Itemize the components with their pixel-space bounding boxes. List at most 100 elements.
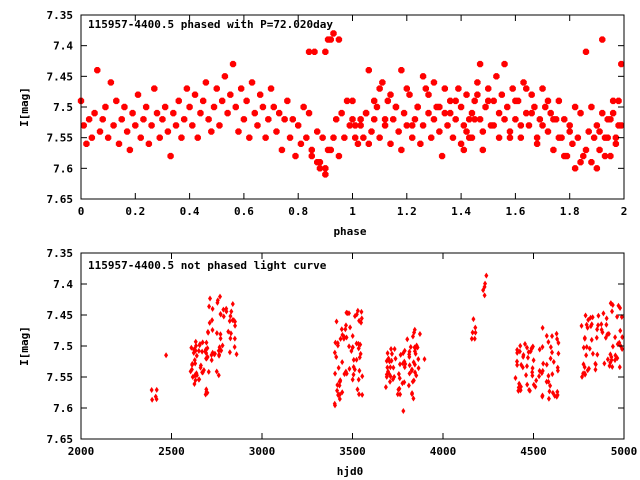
data-point xyxy=(355,386,360,393)
data-point xyxy=(523,109,530,117)
data-point xyxy=(419,122,427,129)
data-point xyxy=(540,344,545,351)
data-point xyxy=(150,396,155,403)
data-point xyxy=(104,134,112,141)
data-point xyxy=(407,370,412,377)
data-point xyxy=(413,350,418,357)
data-point xyxy=(389,350,394,357)
data-point xyxy=(506,128,514,135)
x-tick-label: 1.6 xyxy=(505,205,525,218)
data-point xyxy=(194,352,199,359)
data-point xyxy=(479,146,487,154)
data-point xyxy=(512,97,519,105)
data-point xyxy=(599,321,604,328)
data-point xyxy=(610,343,615,350)
data-point xyxy=(224,305,229,312)
data-point xyxy=(452,97,459,105)
data-point xyxy=(262,134,269,141)
data-point xyxy=(167,152,174,160)
data-point xyxy=(554,330,559,337)
data-point xyxy=(359,315,364,322)
data-point xyxy=(206,329,211,336)
data-point xyxy=(339,326,344,333)
data-point xyxy=(531,357,536,364)
data-point xyxy=(540,367,545,374)
data-point xyxy=(273,128,280,135)
data-point xyxy=(383,384,388,391)
chart-title: 115957-4400.5 not phased light curve xyxy=(88,259,327,272)
x-tick-label: 0 xyxy=(78,205,85,218)
data-point xyxy=(387,91,394,98)
data-point xyxy=(203,391,208,398)
data-point xyxy=(441,85,449,92)
data-point xyxy=(407,351,412,358)
data-point xyxy=(530,369,535,376)
data-point xyxy=(227,349,232,356)
data-point xyxy=(137,134,144,141)
data-point xyxy=(619,314,624,321)
data-point xyxy=(340,359,345,366)
data-point xyxy=(595,351,600,358)
y-axis-label: I[mag] xyxy=(18,87,31,127)
data-point xyxy=(228,335,233,342)
data-point xyxy=(599,109,606,117)
data-point xyxy=(402,358,407,365)
data-point xyxy=(490,97,497,105)
data-point xyxy=(609,353,614,360)
data-point xyxy=(207,303,212,310)
data-point xyxy=(590,350,595,357)
data-point xyxy=(584,344,589,351)
data-point xyxy=(196,347,201,354)
data-point xyxy=(436,128,443,135)
data-point xyxy=(343,97,351,105)
data-point xyxy=(202,79,210,86)
data-point xyxy=(537,346,542,353)
data-point xyxy=(550,389,555,396)
data-point xyxy=(229,308,234,315)
data-point xyxy=(476,116,484,123)
data-point xyxy=(525,122,533,129)
data-point xyxy=(585,367,590,374)
data-point xyxy=(397,385,402,392)
data-point xyxy=(392,345,397,352)
data-point xyxy=(520,79,527,86)
data-point xyxy=(419,73,427,80)
data-point xyxy=(402,364,407,371)
data-point xyxy=(540,324,545,331)
data-point xyxy=(474,79,481,86)
data-point xyxy=(406,91,413,98)
data-point xyxy=(601,310,606,317)
axis-ticks: 2000 2500 3000 3500 4000 4500 5000 7.35 7.4 7.45 7… xyxy=(47,247,638,458)
data-point xyxy=(515,346,520,353)
data-point xyxy=(314,159,321,166)
data-point xyxy=(218,97,226,105)
data-point xyxy=(338,109,345,117)
data-point xyxy=(555,388,560,395)
data-point xyxy=(524,372,529,379)
data-point xyxy=(189,122,196,129)
y-axis-label: I[mag] xyxy=(18,326,31,366)
data-point xyxy=(335,387,340,394)
data-point xyxy=(351,364,356,371)
data-point xyxy=(589,336,594,343)
data-point xyxy=(588,103,595,111)
data-point xyxy=(533,140,541,147)
data-point xyxy=(428,134,435,141)
data-point xyxy=(208,295,213,302)
data-point xyxy=(145,140,153,147)
data-point xyxy=(410,391,415,398)
data-point xyxy=(376,85,383,92)
data-point xyxy=(229,60,237,68)
data-point xyxy=(121,103,128,111)
data-point xyxy=(495,109,503,117)
data-point xyxy=(292,152,299,160)
data-point xyxy=(590,134,598,141)
data-point xyxy=(216,372,221,379)
data-point xyxy=(471,116,478,123)
data-point xyxy=(267,85,275,92)
data-point xyxy=(322,171,329,178)
data-point xyxy=(192,372,197,379)
data-point xyxy=(357,354,362,361)
data-point xyxy=(616,302,621,309)
